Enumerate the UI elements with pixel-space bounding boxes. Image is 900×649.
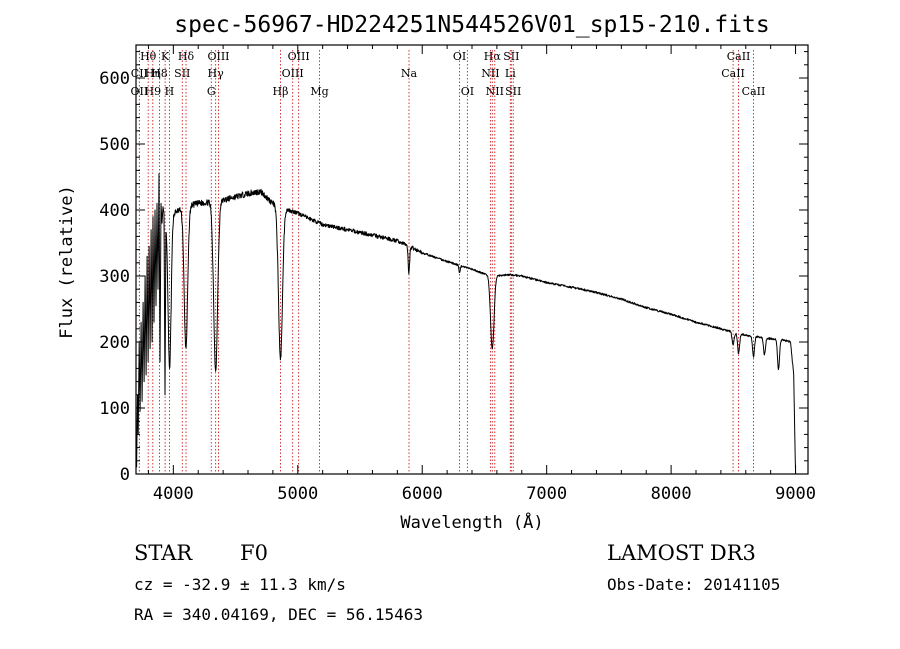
line-label: H8 bbox=[151, 67, 168, 80]
y-tick-label: 400 bbox=[99, 201, 130, 221]
x-tick-label: 6000 bbox=[402, 484, 443, 504]
y-tick-label: 200 bbox=[99, 333, 130, 353]
x-tick-label: 4000 bbox=[153, 484, 194, 504]
line-label: G bbox=[207, 85, 216, 98]
line-label: OIII bbox=[282, 67, 304, 80]
coordinates: RA = 340.04169, DEC = 56.15463 bbox=[134, 605, 423, 624]
line-label: CaII bbox=[727, 50, 751, 63]
spectrum-layer bbox=[136, 173, 797, 475]
line-label: OIII bbox=[207, 50, 229, 63]
x-tick-label: 5000 bbox=[277, 484, 318, 504]
line-label: NII bbox=[481, 67, 499, 80]
spectrum-line bbox=[136, 173, 797, 475]
line-label: CaII bbox=[721, 67, 745, 80]
line-label: SII bbox=[174, 67, 190, 80]
y-tick-label: 0 bbox=[120, 465, 130, 485]
redshift-velocity: cz = -32.9 ± 11.3 km/s bbox=[134, 575, 346, 594]
chart-title: spec-56967-HD224251N544526V01_sp15-210.f… bbox=[174, 12, 769, 38]
survey-name: LAMOST DR3 bbox=[607, 541, 756, 565]
line-label: SII bbox=[505, 85, 521, 98]
line-label: OI bbox=[461, 85, 474, 98]
y-tick-label: 100 bbox=[99, 399, 130, 419]
y-axis: 0 100 200 300 400 500 600 bbox=[99, 51, 808, 485]
line-label: Hδ bbox=[178, 50, 195, 63]
line-label: Hη bbox=[145, 67, 161, 80]
line-label: Hγ bbox=[208, 67, 225, 80]
line-label: H9 bbox=[145, 85, 162, 98]
line-label: OIII bbox=[288, 50, 310, 63]
line-label: Hα bbox=[484, 50, 502, 63]
x-tick-label: 8000 bbox=[651, 484, 692, 504]
y-tick-label: 500 bbox=[99, 135, 130, 155]
line-label: NII bbox=[486, 85, 504, 98]
observation-date: Obs-Date: 20141105 bbox=[607, 575, 780, 594]
line-label: K bbox=[161, 50, 170, 63]
x-tick-label: 9000 bbox=[775, 484, 816, 504]
x-tick-label: 7000 bbox=[526, 484, 567, 504]
x-axis-title: Wavelength (Å) bbox=[400, 511, 543, 533]
object-type: STAR bbox=[134, 541, 193, 565]
subclass: F0 bbox=[240, 541, 268, 565]
line-label: Hθ bbox=[140, 50, 157, 63]
x-axis: 4000 5000 6000 7000 8000 9000 bbox=[147, 45, 816, 504]
y-axis-title: Flux (relative) bbox=[57, 185, 77, 339]
line-label: CII bbox=[131, 67, 148, 80]
line-label: H bbox=[165, 85, 175, 98]
line-label: Mg bbox=[310, 85, 328, 98]
line-label: OI bbox=[453, 50, 466, 63]
line-label: SII bbox=[503, 50, 519, 63]
plot-frame bbox=[135, 44, 809, 475]
y-tick-label: 300 bbox=[99, 267, 130, 287]
line-label: Na bbox=[401, 67, 418, 80]
y-tick-label: 600 bbox=[99, 69, 130, 89]
line-label: Li bbox=[505, 67, 516, 80]
line-label: Hβ bbox=[273, 85, 289, 98]
line-label: CaII bbox=[742, 85, 766, 98]
